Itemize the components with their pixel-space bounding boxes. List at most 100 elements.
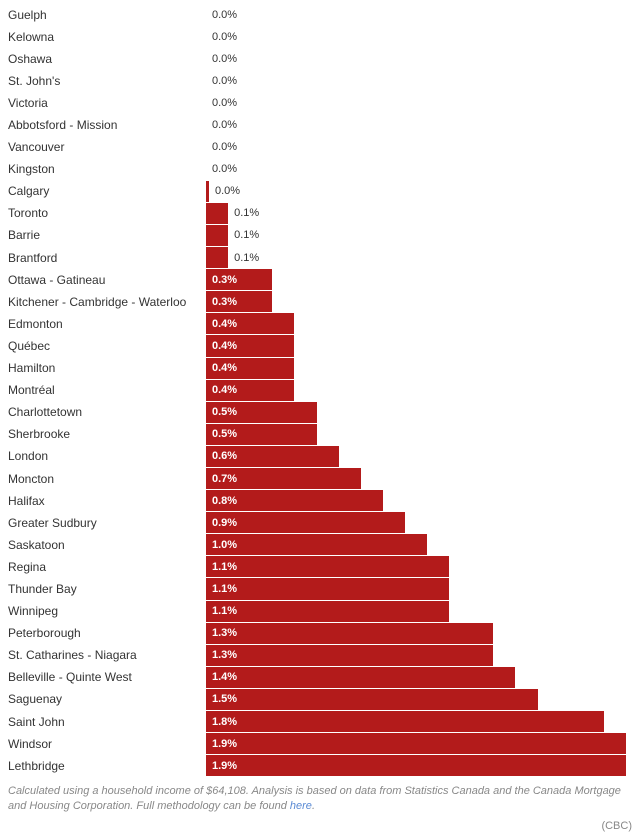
city-label: St. Catharines - Niagara [8,648,206,662]
bar-value: 0.0% [206,53,237,65]
bar-value: 0.0% [206,163,237,175]
chart-credit: (CBC) [8,820,632,832]
city-label: Québec [8,339,206,353]
bar: 1.3% [206,645,493,666]
city-label: Lethbridge [8,759,206,773]
bar-cell: 0.0% [206,70,632,91]
city-label: Moncton [8,472,206,486]
city-label: Saskatoon [8,538,206,552]
bar-value: 0.1% [228,229,259,241]
chart-row: Greater Sudbury0.9% [8,512,632,533]
bar: 0.4% [206,358,294,379]
bar-cell: 0.3% [206,269,632,290]
bar-cell: 1.0% [206,534,632,555]
city-label: Hamilton [8,361,206,375]
bar-cell: 0.4% [206,358,632,379]
city-label: Belleville - Quinte West [8,670,206,684]
chart-row: Lethbridge1.9% [8,755,632,776]
bar [206,225,228,246]
bar-value: 1.1% [206,561,237,573]
city-label: Regina [8,560,206,574]
bar-cell: 0.9% [206,512,632,533]
chart-row: London0.6% [8,446,632,467]
chart-row: Victoria0.0% [8,92,632,113]
bar-cell: 0.4% [206,380,632,401]
city-label: Ottawa - Gatineau [8,273,206,287]
bar-value: 1.1% [206,583,237,595]
city-label: Barrie [8,228,206,242]
bar-cell: 0.4% [206,335,632,356]
bar-cell: 1.1% [206,578,632,599]
city-label: Victoria [8,96,206,110]
bar-value: 1.8% [206,716,237,728]
bar-cell: 1.5% [206,689,632,710]
chart-row: Abbotsford - Mission0.0% [8,114,632,135]
bar-value: 1.5% [206,693,237,705]
bar-value: 1.9% [206,760,237,772]
chart-row: Hamilton0.4% [8,358,632,379]
bar: 1.1% [206,578,449,599]
bar: 0.3% [206,269,272,290]
city-label: Montréal [8,383,206,397]
chart-row: Regina1.1% [8,556,632,577]
horizontal-bar-chart: Guelph0.0%Kelowna0.0%Oshawa0.0%St. John'… [8,4,632,776]
city-label: Brantford [8,251,206,265]
bar-value: 1.9% [206,738,237,750]
chart-row: Calgary0.0% [8,181,632,202]
bar-cell: 1.8% [206,711,632,732]
bar: 0.3% [206,291,272,312]
chart-row: Vancouver0.0% [8,137,632,158]
bar-cell: 1.1% [206,556,632,577]
city-label: Halifax [8,494,206,508]
city-label: Kitchener - Cambridge - Waterloo [8,295,206,309]
bar-cell: 0.1% [206,225,632,246]
bar-value: 0.8% [206,495,237,507]
chart-row: Kelowna0.0% [8,26,632,47]
bar-value: 1.4% [206,671,237,683]
bar-cell: 0.5% [206,402,632,423]
bar: 1.3% [206,623,493,644]
bar-cell: 1.3% [206,623,632,644]
bar-cell: 0.4% [206,313,632,334]
chart-row: Guelph0.0% [8,4,632,25]
bar-value: 0.0% [206,119,237,131]
chart-row: Thunder Bay1.1% [8,578,632,599]
footnote-link[interactable]: here [290,800,312,812]
bar-cell: 0.0% [206,137,632,158]
bar-cell: 0.6% [206,446,632,467]
chart-row: Moncton0.7% [8,468,632,489]
bar: 0.9% [206,512,405,533]
chart-row: Belleville - Quinte West1.4% [8,667,632,688]
bar-value: 0.0% [206,75,237,87]
city-label: Peterborough [8,626,206,640]
bar-value: 0.6% [206,450,237,462]
bar-cell: 0.0% [206,26,632,47]
chart-row: Saskatoon1.0% [8,534,632,555]
bar [206,203,228,224]
bar-cell: 0.8% [206,490,632,511]
bar: 0.8% [206,490,383,511]
bar-cell: 0.5% [206,424,632,445]
city-label: Thunder Bay [8,582,206,596]
city-label: Windsor [8,737,206,751]
bar: 1.0% [206,534,427,555]
bar: 1.1% [206,556,449,577]
chart-row: Ottawa - Gatineau0.3% [8,269,632,290]
bar: 1.1% [206,601,449,622]
city-label: Vancouver [8,140,206,154]
bar-value: 0.0% [206,31,237,43]
bar-cell: 0.0% [206,4,632,25]
chart-row: Halifax0.8% [8,490,632,511]
chart-row: Edmonton0.4% [8,313,632,334]
city-label: Greater Sudbury [8,516,206,530]
bar-value: 0.0% [206,97,237,109]
bar-cell: 0.7% [206,468,632,489]
chart-row: Montréal0.4% [8,380,632,401]
chart-row: Winnipeg1.1% [8,601,632,622]
chart-row: Peterborough1.3% [8,623,632,644]
chart-row: Saint John1.8% [8,711,632,732]
chart-row: Québec0.4% [8,335,632,356]
city-label: Kingston [8,162,206,176]
chart-row: Oshawa0.0% [8,48,632,69]
bar-value: 0.4% [206,340,237,352]
